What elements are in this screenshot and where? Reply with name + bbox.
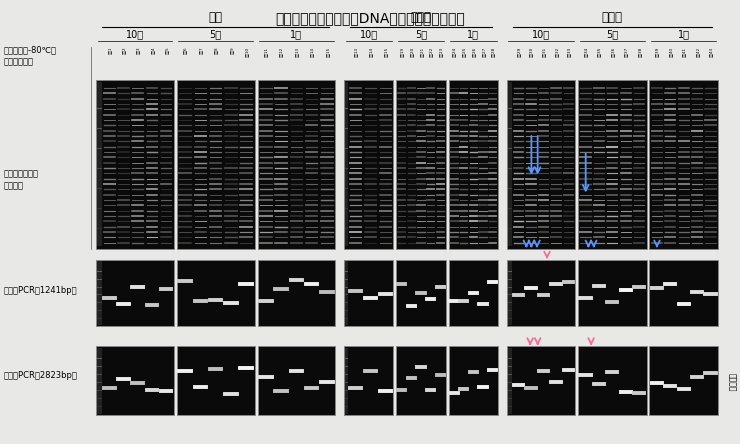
Text: 低例32: 低例32 — [554, 47, 559, 57]
Text: 卵巣癌: 卵巣癌 — [411, 12, 431, 24]
Text: 低例15: 低例15 — [326, 47, 329, 57]
Text: 低例27: 低例27 — [482, 47, 485, 57]
Bar — [177, 346, 255, 415]
Text: ゲノムPCR（2823bp）: ゲノムPCR（2823bp） — [4, 371, 78, 380]
Bar — [397, 346, 445, 415]
Text: 5年: 5年 — [209, 29, 222, 39]
Bar — [177, 80, 255, 249]
Text: 低例8: 低例8 — [214, 47, 218, 54]
Bar — [344, 260, 394, 326]
Text: 低例25: 低例25 — [462, 47, 466, 57]
Text: 低例26: 低例26 — [471, 47, 476, 57]
Text: 低例22: 低例22 — [429, 47, 433, 57]
Text: 10年: 10年 — [360, 29, 378, 39]
Bar — [508, 348, 511, 413]
Text: 乳癌: 乳癌 — [209, 12, 223, 24]
Text: 低例2: 低例2 — [122, 47, 126, 54]
Text: 低例28: 低例28 — [491, 47, 495, 57]
Text: 10年: 10年 — [126, 29, 144, 39]
Text: 低例38: 低例38 — [638, 47, 642, 57]
Text: 低例20: 低例20 — [410, 47, 414, 57]
Bar — [345, 261, 348, 325]
Text: ゲノムPCR（1241bp）: ゲノムPCR（1241bp） — [4, 286, 77, 295]
Text: 低例41: 低例41 — [682, 47, 686, 57]
Text: 10年: 10年 — [532, 29, 550, 39]
Bar — [448, 346, 498, 415]
Text: 低例39: 低例39 — [655, 47, 659, 57]
Text: 低例21: 低例21 — [420, 47, 423, 57]
Text: 1年: 1年 — [678, 29, 690, 39]
Text: 大腸癌: 大腸癌 — [602, 12, 623, 24]
Text: 5年: 5年 — [415, 29, 427, 39]
Bar — [345, 83, 348, 246]
Bar — [258, 346, 335, 415]
Text: 低例15: 低例15 — [384, 47, 388, 57]
Text: 低例30: 低例30 — [529, 47, 534, 57]
Text: 陰性対照: 陰性対照 — [727, 373, 736, 391]
Text: 低例43: 低例43 — [709, 47, 713, 57]
Text: 低例14: 低例14 — [310, 47, 314, 57]
Text: 低例33: 低例33 — [567, 47, 571, 57]
Bar — [578, 80, 647, 249]
Bar — [97, 83, 101, 246]
Text: 低例19: 低例19 — [400, 47, 404, 57]
Text: 低例1: 低例1 — [108, 47, 112, 54]
Bar — [650, 260, 718, 326]
Text: 低例23: 低例23 — [439, 47, 443, 57]
Text: 低例13: 低例13 — [354, 47, 358, 57]
Text: 低例37: 低例37 — [625, 47, 628, 57]
Bar — [508, 261, 511, 325]
Bar — [177, 260, 255, 326]
Bar — [397, 260, 445, 326]
Text: 低例3: 低例3 — [136, 47, 141, 54]
Bar — [397, 80, 445, 249]
Bar — [650, 346, 718, 415]
Text: 低例10: 低例10 — [245, 47, 249, 57]
Bar — [96, 346, 174, 415]
Text: 低例35: 低例35 — [597, 47, 601, 57]
Text: 低例5: 低例5 — [165, 47, 169, 54]
Bar — [97, 261, 101, 325]
Text: 1年: 1年 — [468, 29, 480, 39]
Text: 低例6: 低例6 — [184, 47, 187, 54]
Text: 低例12: 低例12 — [279, 47, 283, 57]
Text: 低例40: 低例40 — [668, 47, 673, 57]
Text: 低例9: 低例9 — [229, 47, 234, 54]
Text: 5年: 5年 — [606, 29, 619, 39]
Text: 低例11: 低例11 — [264, 47, 268, 57]
Bar — [258, 260, 335, 326]
Text: 1年: 1年 — [290, 29, 303, 39]
Text: 長期保管温度のゲノムDNAの品質に対する影響: 長期保管温度のゲノムDNAの品質に対する影響 — [275, 11, 465, 25]
Text: 低例29: 低例29 — [517, 47, 521, 57]
Bar — [96, 260, 174, 326]
Text: 超低温槽（-80℃）
での保管期間: 超低温槽（-80℃） での保管期間 — [4, 45, 57, 66]
Text: 低例7: 低例7 — [198, 47, 203, 54]
Bar — [650, 80, 718, 249]
Text: 低例31: 低例31 — [542, 47, 546, 57]
Bar — [578, 346, 647, 415]
Text: 低例13: 低例13 — [295, 47, 299, 57]
Bar — [508, 83, 511, 246]
Text: 低例14: 低例14 — [369, 47, 373, 57]
Bar — [345, 348, 348, 413]
Bar — [507, 260, 575, 326]
Bar — [578, 260, 647, 326]
Bar — [448, 80, 498, 249]
Bar — [97, 348, 101, 413]
Bar — [344, 80, 394, 249]
Bar — [448, 260, 498, 326]
Text: アガロースゲル
電気泳動: アガロースゲル 電気泳動 — [4, 170, 38, 190]
Bar — [344, 346, 394, 415]
Text: 低例34: 低例34 — [584, 47, 588, 57]
Bar — [96, 80, 174, 249]
Text: 低例36: 低例36 — [610, 47, 615, 57]
Text: 低例24: 低例24 — [452, 47, 457, 57]
Text: 低例42: 低例42 — [696, 47, 699, 57]
Bar — [507, 346, 575, 415]
Bar — [507, 80, 575, 249]
Text: 低例4: 低例4 — [150, 47, 155, 54]
Bar — [258, 80, 335, 249]
